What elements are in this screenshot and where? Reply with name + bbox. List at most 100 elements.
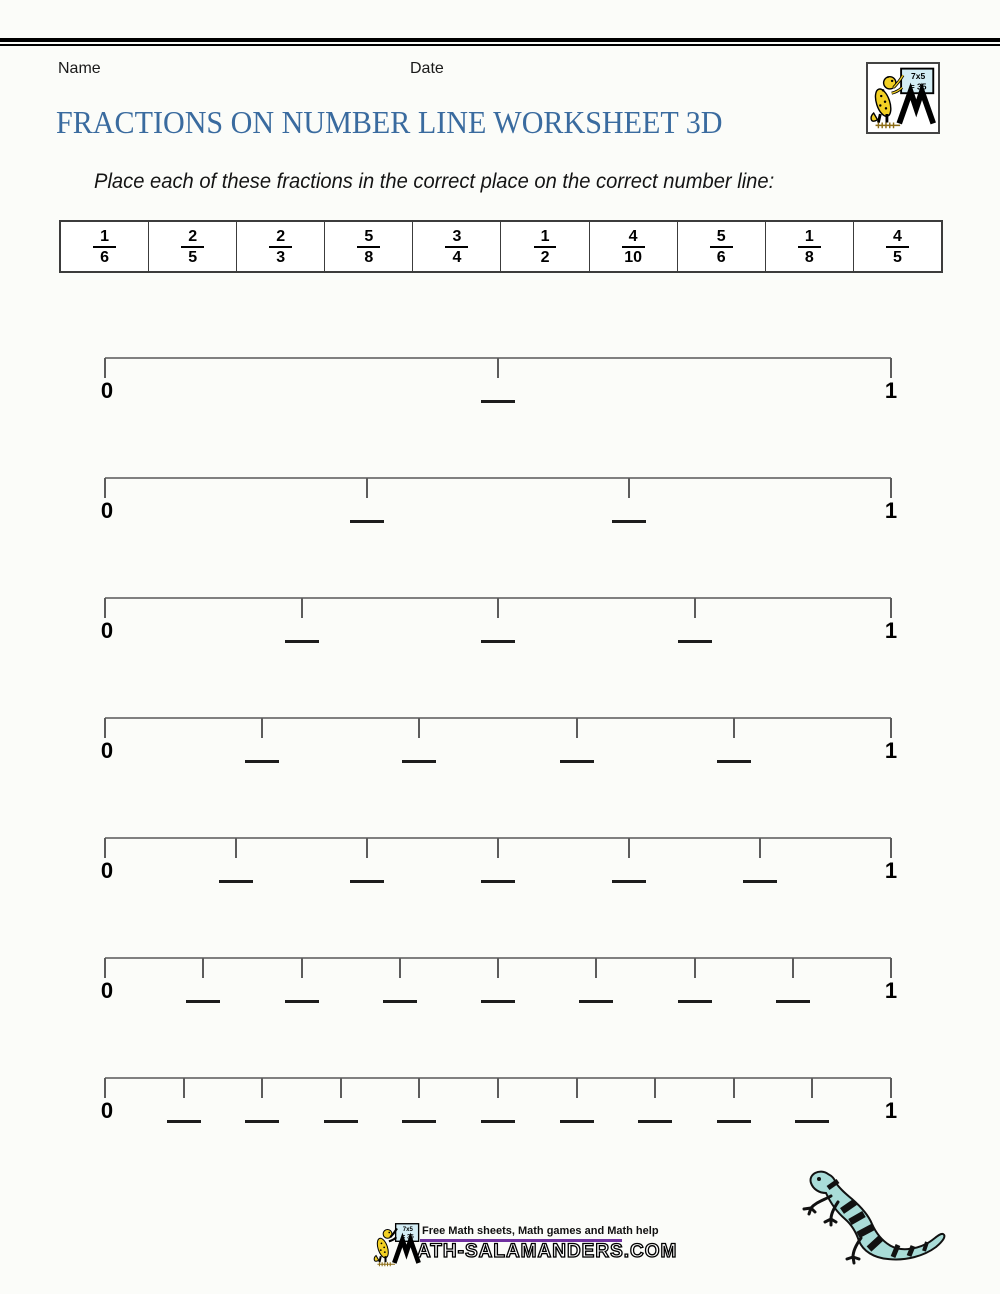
answer-blank[interactable] <box>638 1120 673 1123</box>
tick-mark <box>497 598 499 618</box>
number-line-end-label: 1 <box>884 978 898 1003</box>
tick-mark <box>575 1078 578 1098</box>
fraction-denominator: 6 <box>716 248 726 266</box>
tick-mark <box>759 838 761 858</box>
tick-mark <box>261 718 264 738</box>
tick-mark <box>497 358 499 378</box>
answer-blank[interactable] <box>218 880 253 883</box>
svg-text:= 35: = 35 <box>910 81 927 91</box>
tick-mark <box>104 598 106 618</box>
answer-blank[interactable] <box>677 1000 712 1003</box>
fraction-denominator: 2 <box>540 248 550 266</box>
tick-mark <box>418 718 421 738</box>
svg-text:7x5: 7x5 <box>911 71 925 81</box>
tick-mark <box>732 718 735 738</box>
tick-mark <box>365 478 368 498</box>
tick-mark <box>890 718 892 738</box>
tick-mark <box>732 1078 735 1098</box>
answer-blank[interactable] <box>166 1120 201 1123</box>
answer-blank[interactable] <box>481 880 515 883</box>
svg-text:= 35: = 35 <box>402 1234 415 1241</box>
answer-blank[interactable] <box>481 640 515 643</box>
fraction-denominator: 6 <box>100 248 109 266</box>
answer-blank[interactable] <box>382 1000 417 1003</box>
answer-blank[interactable] <box>284 1000 319 1003</box>
number-line-end-label: 1 <box>884 858 898 883</box>
number-line-start-label: 0 <box>100 1098 114 1123</box>
tick-mark <box>497 838 499 858</box>
answer-blank[interactable] <box>186 1000 221 1003</box>
answer-blank[interactable] <box>677 640 712 643</box>
fraction-denominator: 8 <box>364 248 374 266</box>
answer-blank[interactable] <box>559 760 594 763</box>
fraction-denominator: 5 <box>188 248 198 266</box>
answer-blank[interactable] <box>245 760 280 763</box>
answer-blank[interactable] <box>559 1120 594 1123</box>
tick-mark <box>595 958 598 978</box>
answer-blank[interactable] <box>579 1000 614 1003</box>
answer-blank[interactable] <box>481 400 515 403</box>
answer-blank[interactable] <box>775 1000 810 1003</box>
fraction-denominator: 5 <box>892 248 902 266</box>
answer-blank[interactable] <box>795 1120 830 1123</box>
number-line-start-label: 0 <box>100 858 114 883</box>
answer-blank[interactable] <box>323 1120 358 1123</box>
number-line-start-label: 0 <box>100 978 114 1003</box>
tick-mark <box>104 478 106 498</box>
number-line-rail <box>105 477 891 479</box>
answer-blank[interactable] <box>402 760 437 763</box>
number-line-start-label: 0 <box>100 378 114 403</box>
tick-mark <box>261 1078 264 1098</box>
footer-site-text: ATH-SALAMANDERS.COM <box>416 1240 678 1262</box>
fraction-cell: 4 10 <box>590 222 678 271</box>
date-label: Date <box>410 60 444 77</box>
number-line-end-label: 1 <box>884 378 898 403</box>
salamander-easel-icon-small: 7x5 = 35 <box>373 1223 421 1267</box>
page-title: FRACTIONS ON NUMBER LINE WORKSHEET 3D <box>56 104 723 140</box>
answer-blank[interactable] <box>611 880 646 883</box>
answer-blank[interactable] <box>716 1120 751 1123</box>
answer-blank[interactable] <box>349 880 384 883</box>
tick-mark <box>104 718 106 738</box>
tick-mark <box>300 598 303 618</box>
answer-blank[interactable] <box>402 1120 437 1123</box>
answer-blank[interactable] <box>611 520 646 523</box>
fraction-numerator: 3 <box>445 228 469 248</box>
answer-blank[interactable] <box>245 1120 280 1123</box>
number-line-end-label: 1 <box>884 618 898 643</box>
answer-blank[interactable] <box>481 1000 515 1003</box>
tick-mark <box>890 598 892 618</box>
fraction: 4 10 <box>621 228 645 266</box>
answer-blank[interactable] <box>284 640 319 643</box>
fraction-numerator: 5 <box>357 228 381 248</box>
answer-blank[interactable] <box>743 880 777 883</box>
tick-mark <box>300 958 303 978</box>
answer-blank[interactable] <box>349 520 384 523</box>
fraction-numerator: 4 <box>885 228 909 248</box>
answer-blank[interactable] <box>716 760 751 763</box>
answer-blank[interactable] <box>481 1120 515 1123</box>
fraction-row: 1 6 2 5 2 3 5 8 3 4 1 2 4 10 5 6 1 8 4 5 <box>59 220 943 273</box>
number-line-start-label: 0 <box>100 618 114 643</box>
tick-mark <box>234 838 237 858</box>
tick-mark <box>890 478 892 498</box>
header-divider <box>0 38 1000 46</box>
tick-mark <box>890 958 892 978</box>
footer-logo: 7x5 = 35 <box>372 1221 422 1272</box>
